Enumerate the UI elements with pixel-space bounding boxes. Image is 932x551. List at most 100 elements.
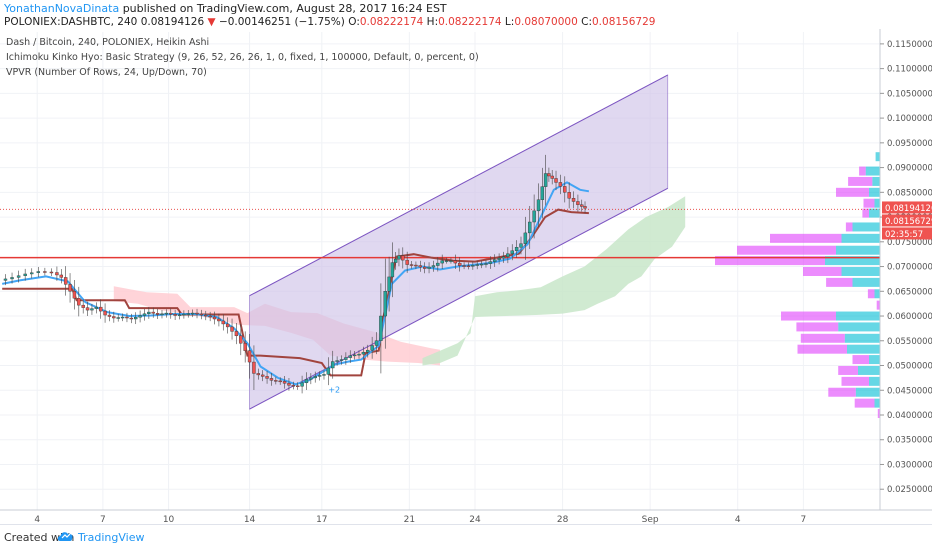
high-label: H: xyxy=(426,16,439,28)
candle-body xyxy=(243,343,247,351)
candle-body xyxy=(453,260,458,264)
candle-body xyxy=(431,265,436,268)
vpvr-bar-down xyxy=(845,222,853,232)
candle-body xyxy=(173,314,177,316)
horizontal-lines xyxy=(0,208,880,259)
vpvr-bar-up xyxy=(825,256,880,266)
vpvr-bar-down xyxy=(828,387,856,397)
candle-body xyxy=(10,277,14,280)
candle-body xyxy=(138,315,142,318)
candle-body xyxy=(466,265,471,268)
vpvr-bar-down xyxy=(826,277,853,287)
vpvr-bar-up xyxy=(836,245,880,255)
vpvr-bar-up xyxy=(847,344,880,354)
candle-body xyxy=(331,361,335,369)
candle-body xyxy=(225,323,230,328)
author-link[interactable]: YonathanNovaDinata xyxy=(4,2,120,15)
candle-body xyxy=(550,175,554,179)
high-value: 0.08222174 xyxy=(438,16,502,28)
countdown-tag-bg xyxy=(882,227,932,240)
vpvr-bar-down xyxy=(797,344,847,354)
candle-body xyxy=(414,264,418,267)
candle-body xyxy=(374,340,379,346)
candle-body xyxy=(68,284,72,292)
candle-body xyxy=(230,326,234,332)
candle-body xyxy=(357,353,361,356)
x-tick-label: 7 xyxy=(100,515,106,524)
candle-body xyxy=(278,380,282,383)
candle-body xyxy=(393,258,398,263)
symbol-line: POLONIEX:DASHBTC, 240 0.08194126 ▼ −0.00… xyxy=(4,16,655,28)
candle-body xyxy=(36,271,41,273)
candle-body xyxy=(326,367,331,375)
candle-body xyxy=(554,178,558,183)
candle-body xyxy=(142,313,147,316)
candle-body xyxy=(169,312,173,315)
candle-body xyxy=(309,377,313,380)
vpvr-bar-up xyxy=(872,176,880,186)
x-tick-label: 4 xyxy=(34,515,40,524)
kumo-bullish xyxy=(422,196,686,366)
candle-body xyxy=(72,291,77,299)
volume-profile xyxy=(715,152,880,419)
candle-body xyxy=(186,313,190,315)
price-tag-close: 0.08156729 xyxy=(885,217,932,227)
x-tick-label: 7 xyxy=(801,515,807,524)
vpvr-bar-down xyxy=(737,245,836,255)
candle-body xyxy=(479,263,484,266)
candle-body xyxy=(116,317,120,319)
vpvr-bar-up xyxy=(869,376,880,386)
candle-body xyxy=(366,349,370,353)
candle-body xyxy=(543,173,548,187)
candle-body xyxy=(339,359,344,361)
x-tick-label: 14 xyxy=(244,515,256,524)
candle-body xyxy=(547,173,551,177)
candle-body xyxy=(528,221,532,234)
channel-upper-line xyxy=(249,74,668,297)
candle-body xyxy=(190,312,195,315)
candle-body xyxy=(269,378,274,381)
candle-body xyxy=(506,253,510,257)
vpvr-bar-up xyxy=(874,289,880,299)
candle-body xyxy=(462,265,466,267)
candle-body xyxy=(532,210,536,223)
candle-body xyxy=(160,313,164,316)
candle-body xyxy=(120,316,125,319)
tradingview-brand[interactable]: TradingView xyxy=(78,531,145,544)
vpvr-bar-down xyxy=(876,300,880,310)
candle-body xyxy=(195,312,199,315)
candle-body xyxy=(514,247,519,251)
legend-vpvr: VPVR (Number Of Rows, 24, Up/Down, 70) xyxy=(6,67,207,78)
candle-body xyxy=(322,374,326,376)
vpvr-bar-down xyxy=(854,398,875,408)
candle-body xyxy=(401,255,405,261)
candle-body xyxy=(536,199,541,212)
candle-body xyxy=(335,360,339,362)
x-tick-label: 10 xyxy=(163,515,175,524)
vpvr-bar-down xyxy=(781,311,836,321)
vpvr-bar-down xyxy=(715,256,825,266)
candle-body xyxy=(125,316,129,319)
candle-body xyxy=(234,331,239,337)
candle-body xyxy=(252,361,256,374)
candle-body xyxy=(387,276,391,292)
candle-body xyxy=(103,310,107,316)
open-value: 0.08222174 xyxy=(359,16,424,28)
candle-body xyxy=(49,271,54,274)
candle-body xyxy=(212,316,217,320)
low-label: L: xyxy=(504,16,515,28)
candle-body xyxy=(85,307,90,311)
vpvr-bar-up xyxy=(852,222,880,232)
close-value: 0.08156729 xyxy=(592,16,656,28)
open-label: O: xyxy=(348,16,360,28)
candle-body xyxy=(129,317,134,320)
candle-body xyxy=(134,317,138,320)
candle-body xyxy=(458,262,462,266)
